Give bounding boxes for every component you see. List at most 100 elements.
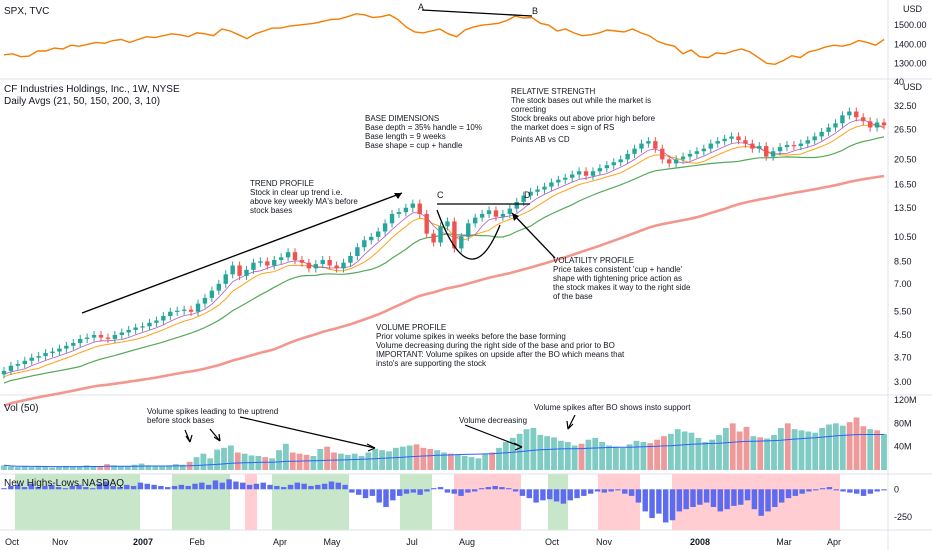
highs-lows-bar xyxy=(512,489,519,492)
highs-lows-bar xyxy=(165,487,171,490)
price-candle xyxy=(147,318,152,331)
volume-bar xyxy=(633,440,640,470)
volume-bar xyxy=(482,453,489,470)
volume-bar xyxy=(49,467,56,470)
highs-lows-bar xyxy=(42,485,48,490)
volume-bar xyxy=(530,428,537,470)
volume-bar xyxy=(496,447,502,470)
highs-lows-bar xyxy=(724,489,730,510)
highs-lows-bar xyxy=(526,489,532,499)
highs-lows-axis-tick: 0 xyxy=(894,484,899,494)
highs-lows-bar xyxy=(690,489,696,507)
volume-bar xyxy=(90,465,97,470)
price-axes: 1500.00 1400.00 1300.00 40 32.50 26.50 20.50 16… xyxy=(5,20,927,547)
price-candle xyxy=(597,164,603,176)
point-a-label: A xyxy=(418,2,424,12)
spx-currency-badge: USD xyxy=(903,4,923,14)
volume-bar xyxy=(269,458,276,470)
price-candle xyxy=(854,107,859,122)
highs-lows-bar xyxy=(785,489,792,499)
volume-bar xyxy=(750,436,757,470)
price-axis-tick: 26.50 xyxy=(894,125,917,135)
volume-bar xyxy=(337,453,344,470)
price-candle xyxy=(91,330,97,342)
price-candle xyxy=(272,255,277,270)
highs-lows-bar xyxy=(635,489,642,503)
price-candle xyxy=(583,167,589,180)
price-title: CF Industries Holdings, Inc., 1W, NYSE xyxy=(4,84,180,95)
volume-bar xyxy=(1,465,7,470)
price-candle xyxy=(653,137,658,153)
volume-bar xyxy=(386,451,392,470)
price-candle xyxy=(320,255,325,269)
volume-bar xyxy=(819,428,826,470)
price-candle xyxy=(389,209,395,228)
price-candle xyxy=(306,258,312,273)
price-candle xyxy=(334,261,339,273)
volume-ma-line xyxy=(3,434,884,468)
volume-bar xyxy=(434,450,441,470)
volume-bar xyxy=(853,417,860,470)
price-axis-tick: 32.50 xyxy=(894,101,917,111)
highs-lows-bar xyxy=(240,482,246,490)
x-axis-tick: Aug xyxy=(459,537,475,547)
price-candle xyxy=(590,167,596,180)
price-candle xyxy=(313,260,319,273)
volume-bar xyxy=(372,449,379,470)
volume-bar xyxy=(145,465,152,470)
volume-bar xyxy=(221,447,227,470)
highs-lows-bar xyxy=(662,489,669,523)
price-candle xyxy=(362,236,367,252)
price-candle xyxy=(71,338,76,350)
trend-profile-note: TREND PROFILE Stock in clear up trend i.… xyxy=(250,179,360,215)
highs-lows-bar xyxy=(451,489,457,494)
price-candle xyxy=(195,299,201,316)
highs-lows-bar xyxy=(362,489,369,499)
highs-lows-bar xyxy=(342,484,348,490)
highs-lows-bar xyxy=(738,489,744,505)
highs-lows-bar xyxy=(83,487,89,490)
price-candle xyxy=(348,252,353,267)
volume-bar xyxy=(626,444,633,470)
price-candle xyxy=(285,248,291,262)
price-candle xyxy=(549,178,554,191)
highs-lows-bar xyxy=(124,484,130,490)
relative-strength-note: RELATIVE STRENGTH The stock bases out wh… xyxy=(511,87,657,144)
price-candle xyxy=(798,139,804,151)
highs-lows-bar xyxy=(697,489,703,505)
price-candle xyxy=(874,118,880,132)
highs-lows-bar xyxy=(321,483,328,490)
volume-bar xyxy=(757,437,764,470)
highs-lows-bar xyxy=(212,480,219,490)
price-candle xyxy=(126,325,131,337)
highs-lows-bar xyxy=(89,488,96,490)
volume-bar xyxy=(764,438,771,470)
volume-bar xyxy=(578,443,585,470)
volume-bar xyxy=(413,444,420,470)
highs-lows-bar xyxy=(35,487,41,490)
ma-fast-line xyxy=(3,119,885,375)
volume-bar xyxy=(166,465,172,470)
volume-after-bo-note: Volume spikes after BO shows insto suppo… xyxy=(534,403,691,412)
price-candle xyxy=(459,232,464,253)
price-candle xyxy=(299,255,305,267)
price-candle xyxy=(1,366,7,379)
price-candles xyxy=(1,107,887,379)
price-candle xyxy=(417,199,422,219)
price-candle xyxy=(237,261,242,280)
volume-bar xyxy=(606,445,612,470)
volume-bar xyxy=(846,422,853,470)
price-candle xyxy=(355,243,360,261)
x-axis-tick: Nov xyxy=(596,537,613,547)
price-candle xyxy=(486,206,492,219)
price-candle xyxy=(507,204,513,219)
highs-lows-bar xyxy=(253,483,260,490)
volume-bar xyxy=(523,429,530,470)
volume-bar xyxy=(454,454,461,470)
volume-bar xyxy=(791,429,798,470)
price-axis-tick: 13.50 xyxy=(894,203,917,213)
price-candle xyxy=(867,117,873,132)
volume-bar xyxy=(743,426,750,470)
highs-lows-bar xyxy=(130,485,137,490)
price-candle xyxy=(673,155,679,168)
